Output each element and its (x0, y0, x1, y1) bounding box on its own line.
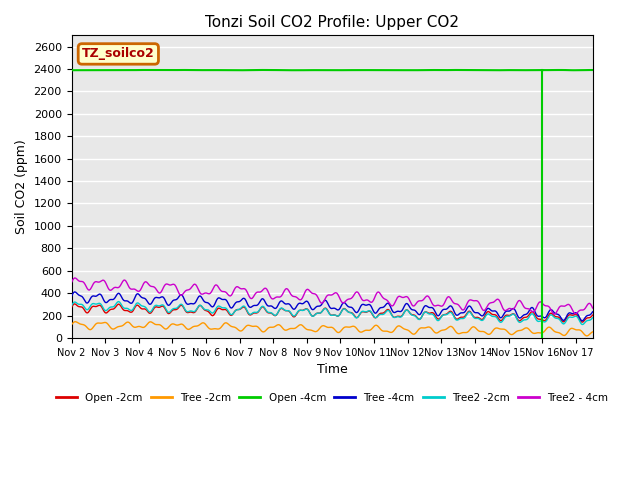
Legend: Open -2cm, Tree -2cm, Open -4cm, Tree -4cm, Tree2 -2cm, Tree2 - 4cm: Open -2cm, Tree -2cm, Open -4cm, Tree -4… (52, 389, 612, 407)
Text: TZ_soilco2: TZ_soilco2 (82, 48, 155, 60)
Y-axis label: Soil CO2 (ppm): Soil CO2 (ppm) (15, 139, 28, 234)
Title: Tonzi Soil CO2 Profile: Upper CO2: Tonzi Soil CO2 Profile: Upper CO2 (205, 15, 459, 30)
X-axis label: Time: Time (317, 363, 348, 376)
